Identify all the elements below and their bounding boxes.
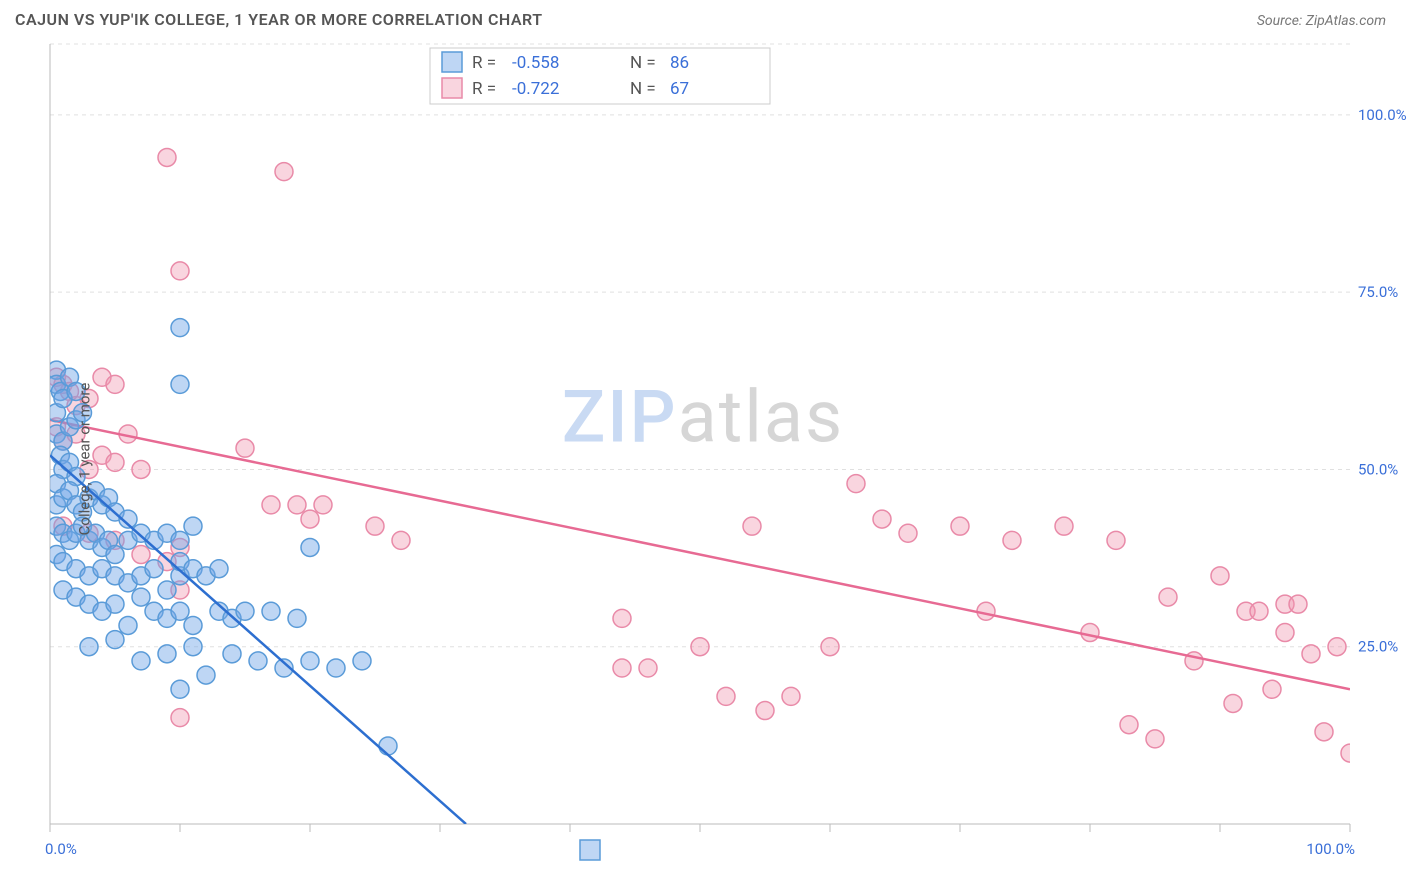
data-point	[106, 631, 124, 649]
data-point	[223, 645, 241, 663]
data-point	[691, 638, 709, 656]
data-point	[288, 609, 306, 627]
data-point	[392, 531, 410, 549]
legend-r-value: -0.722	[512, 79, 559, 99]
data-point	[171, 709, 189, 727]
data-point	[1211, 567, 1229, 585]
data-point	[847, 475, 865, 493]
data-point	[145, 560, 163, 578]
legend-stat: N =	[630, 79, 656, 99]
data-point	[106, 546, 124, 564]
data-point	[158, 148, 176, 166]
data-point	[158, 645, 176, 663]
data-point	[236, 602, 254, 620]
data-point	[327, 659, 345, 677]
data-point	[1250, 602, 1268, 620]
chart-source: Source: ZipAtlas.com	[1257, 13, 1386, 29]
data-point	[1003, 531, 1021, 549]
data-point	[314, 496, 332, 514]
data-point	[197, 666, 215, 684]
x-tick-label: 100.0%	[1306, 840, 1355, 858]
data-point	[821, 638, 839, 656]
data-point	[873, 510, 891, 528]
data-point	[132, 652, 150, 670]
data-point	[184, 638, 202, 656]
data-point	[171, 531, 189, 549]
data-point	[171, 375, 189, 393]
data-point	[171, 319, 189, 337]
data-point	[1055, 517, 1073, 535]
legend-r-value: -0.558	[512, 53, 559, 73]
y-axis-label: College, 1 year or more	[75, 383, 93, 536]
y-tick-label: 25.0%	[1358, 638, 1398, 656]
data-point	[1159, 588, 1177, 606]
legend-stat: R =	[472, 79, 496, 99]
data-point	[132, 460, 150, 478]
data-point	[301, 538, 319, 556]
y-tick-label: 50.0%	[1358, 460, 1398, 478]
data-point	[1328, 638, 1346, 656]
data-point	[639, 659, 657, 677]
data-point	[1224, 694, 1242, 712]
data-point	[80, 638, 98, 656]
data-point	[184, 517, 202, 535]
scatter-chart: 0.0% 100.0% 25.0% 50.0% 75.0% 100.0% R = -0.55…	[0, 34, 1406, 884]
data-point	[1289, 595, 1307, 613]
data-point	[756, 702, 774, 720]
data-point	[184, 616, 202, 634]
data-point	[249, 652, 267, 670]
data-point	[613, 659, 631, 677]
data-point	[951, 517, 969, 535]
data-point	[106, 453, 124, 471]
data-point	[366, 517, 384, 535]
y-tick-label: 100.0%	[1358, 106, 1406, 124]
data-point	[106, 595, 124, 613]
data-point	[288, 496, 306, 514]
data-point	[210, 560, 228, 578]
data-point	[106, 375, 124, 393]
data-point	[301, 652, 319, 670]
data-point	[1341, 744, 1359, 762]
data-point	[899, 524, 917, 542]
legend-swatch	[442, 52, 462, 72]
data-point	[353, 652, 371, 670]
data-point	[1146, 730, 1164, 748]
data-point	[1276, 624, 1294, 642]
data-point	[782, 687, 800, 705]
data-point	[158, 581, 176, 599]
legend-swatch	[580, 840, 600, 860]
data-point	[1120, 716, 1138, 734]
data-point	[613, 609, 631, 627]
data-point	[236, 439, 254, 457]
chart-header: CAJUN VS YUP'IK COLLEGE, 1 YEAR OR MORE …	[0, 0, 1406, 34]
data-point	[1263, 680, 1281, 698]
trend-line-extrapolated	[466, 824, 596, 884]
data-point	[275, 163, 293, 181]
legend-swatch	[442, 78, 462, 98]
legend-n-value: 86	[670, 53, 689, 73]
data-point	[1081, 624, 1099, 642]
x-tick-label: 0.0%	[45, 840, 77, 858]
data-point	[717, 687, 735, 705]
data-point	[301, 510, 319, 528]
chart-area: College, 1 year or more ZIPatlas 0.0%100…	[0, 34, 1406, 884]
data-point	[132, 588, 150, 606]
chart-title: CAJUN VS YUP'IK COLLEGE, 1 YEAR OR MORE …	[15, 10, 543, 29]
data-point	[171, 680, 189, 698]
data-point	[379, 737, 397, 755]
data-point	[262, 602, 280, 620]
data-point	[119, 616, 137, 634]
legend-stat: N =	[630, 53, 656, 73]
data-point	[262, 496, 280, 514]
data-point	[1315, 723, 1333, 741]
data-point	[171, 602, 189, 620]
data-point	[132, 546, 150, 564]
data-point	[743, 517, 761, 535]
data-point	[171, 262, 189, 280]
data-point	[1302, 645, 1320, 663]
legend-n-value: 67	[670, 79, 689, 99]
y-tick-label: 75.0%	[1358, 283, 1398, 301]
data-point	[1107, 531, 1125, 549]
legend-stat: R =	[472, 53, 496, 73]
